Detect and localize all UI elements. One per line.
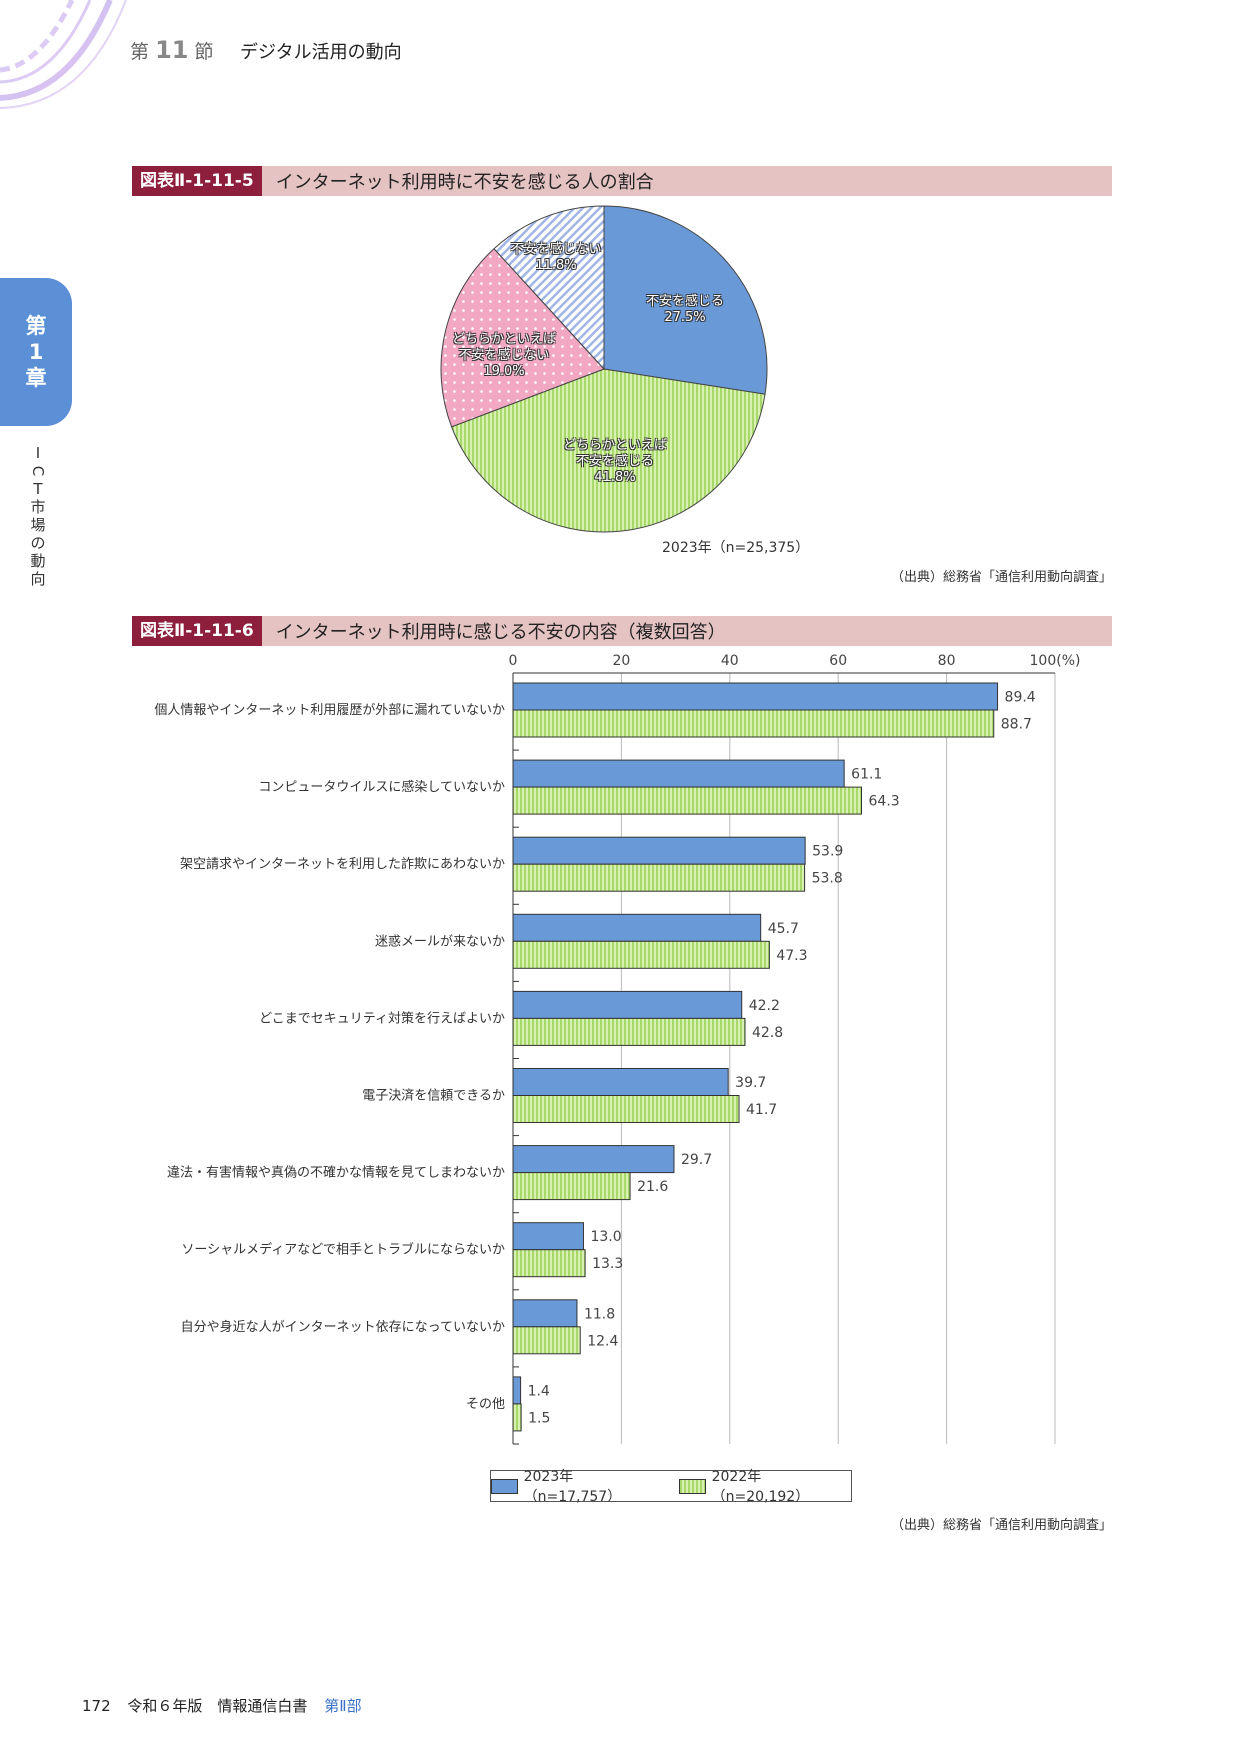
category-label: 個人情報やインターネット利用履歴が外部に漏れていないか <box>154 702 505 718</box>
value-label: 1.4 <box>528 1383 550 1399</box>
bar-2022 <box>512 863 806 892</box>
page-footer: 172 令和６年版 情報通信白書 第Ⅱ部 <box>82 1695 374 1716</box>
corner-decoration <box>0 0 127 109</box>
figure2-header: 図表Ⅱ-1-11-6 インターネット利用時に感じる不安の内容（複数回答） <box>132 616 1112 646</box>
category-label: 自分や身近な人がインターネット依存になっていないか <box>181 1319 505 1335</box>
pie-slice-somewhat-anxious <box>450 368 766 533</box>
pie-chart <box>440 205 768 533</box>
figure2-badge: 図表Ⅱ-1-11-6 <box>132 616 262 646</box>
x-tick-label: 20 <box>612 653 630 669</box>
category-label: その他 <box>466 1397 505 1412</box>
pie-slice-somewhat-not-anxious <box>440 247 605 428</box>
bar-2023 <box>512 990 743 1019</box>
pie-slice-not-anxious-label: 不安を感じない 11.8% <box>510 242 602 273</box>
bar-2023 <box>512 1376 522 1405</box>
category-label: 架空請求やインターネットを利用した詐欺にあわないか <box>180 856 505 872</box>
part-label: 第Ⅱ部 <box>324 1697 362 1715</box>
value-label: 21.6 <box>637 1179 668 1195</box>
value-label: 88.7 <box>1001 717 1032 733</box>
bar-2022 <box>512 1172 631 1201</box>
x-tick-label: 80 <box>938 653 956 669</box>
bar-2023 <box>512 682 999 711</box>
figure1-source: （出典）総務省「通信利用動向調査」 <box>890 570 1112 585</box>
figure1-header: 図表Ⅱ-1-11-5 インターネット利用時に不安を感じる人の割合 <box>132 166 1112 196</box>
chapter-tab: 第 1 章 <box>0 278 72 426</box>
value-label: 53.9 <box>812 844 843 860</box>
value-label: 13.3 <box>592 1256 623 1272</box>
figure2-title: インターネット利用時に感じる不安の内容（複数回答） <box>275 622 726 643</box>
category-label: コンピュータウイルスに感染していないか <box>258 779 505 795</box>
book-title: 令和６年版 情報通信白書 <box>127 1697 308 1715</box>
figure1-title: インターネット利用時に不安を感じる人の割合 <box>275 172 654 193</box>
legend-swatch-2023 <box>491 1478 518 1494</box>
value-label: 13.0 <box>590 1229 621 1245</box>
bar-2023 <box>512 913 762 942</box>
bar-2023 <box>512 1068 729 1096</box>
value-label: 45.7 <box>768 921 799 937</box>
value-label: 39.7 <box>735 1075 766 1091</box>
figure2-source: （出典）総務省「通信利用動向調査」 <box>890 1518 1112 1533</box>
legend-item-2022: 2022年（n=20,192） <box>679 1466 851 1506</box>
bar-2022 <box>512 940 770 969</box>
bar-2023 <box>512 836 806 865</box>
value-label: 61.1 <box>851 767 882 783</box>
value-label: 47.3 <box>776 948 807 964</box>
pie-slice-somewhat-not-anxious-label: どちらかといえば 不安を感じない 19.0% <box>451 332 556 379</box>
value-label: 89.4 <box>1005 690 1036 706</box>
bar-2022 <box>512 1249 586 1278</box>
bar-2022 <box>512 1403 522 1432</box>
bar-2023 <box>512 759 845 788</box>
legend-item-2023: 2023年（n=17,757） <box>491 1466 663 1506</box>
legend-label-2022: 2022年（n=20,192） <box>711 1469 810 1505</box>
pie-slice-anxious <box>603 205 768 395</box>
x-tick-label: 100(%) <box>1030 653 1081 669</box>
value-label: 12.4 <box>587 1333 618 1349</box>
value-label: 42.8 <box>752 1025 783 1041</box>
x-tick-label: 40 <box>721 653 739 669</box>
value-label: 64.3 <box>869 794 900 810</box>
bar-2022 <box>512 1095 740 1123</box>
value-label: 11.8 <box>584 1306 615 1322</box>
page-number: 172 <box>82 1697 111 1715</box>
chart-legend: 2023年（n=17,757） 2022年（n=20,192） <box>490 1469 852 1505</box>
section-title: デジタル活用の動向 <box>240 42 402 63</box>
value-label: 53.8 <box>812 871 843 887</box>
bar-2023 <box>512 1222 584 1251</box>
value-label: 29.7 <box>681 1152 712 1168</box>
value-label: 1.5 <box>528 1410 550 1426</box>
figure1-badge: 図表Ⅱ-1-11-5 <box>132 166 262 196</box>
pie-slice-not-anxious <box>493 205 605 371</box>
value-label: 41.7 <box>746 1102 777 1118</box>
category-label: 電子決済を信頼できるか <box>362 1088 505 1104</box>
legend-label-2023: 2023年（n=17,757） <box>523 1469 622 1505</box>
bar-2022 <box>512 1326 581 1355</box>
section-number: 第 11 節 <box>130 36 214 64</box>
category-label: 違法・有害情報や真偽の不確かな情報を見てしまわないか <box>167 1165 505 1181</box>
bar-chart: 0 20 40 60 80 100(%) 個人情報やインターネット利用履歴が外部に漏れていな… <box>154 653 1081 1445</box>
bar-2022 <box>512 1017 746 1046</box>
category-label: どこまでセキュリティ対策を行えばよいか <box>259 1010 505 1026</box>
bar-2022 <box>512 709 995 738</box>
pie-slice-somewhat-anxious-label: どちらかといえば 不安を感じる 41.8% <box>562 438 667 485</box>
pie-note: 2023年（n=25,375） <box>662 540 810 556</box>
chapter-title: I C T 市 場 の 動 向 <box>28 444 47 588</box>
bar-2023 <box>512 1299 578 1328</box>
value-label: 42.2 <box>749 998 780 1014</box>
legend-swatch-2022 <box>679 1478 706 1494</box>
x-tick-label: 60 <box>829 653 847 669</box>
bar-2022 <box>512 786 863 815</box>
category-label: ソーシャルメディアなどで相手とトラブルにならないか <box>181 1242 505 1258</box>
pie-slice-anxious-label: 不安を感じる 27.5% <box>645 294 724 325</box>
x-tick-label: 0 <box>509 653 518 669</box>
bar-2023 <box>512 1145 675 1174</box>
category-label: 迷惑メールが来ないか <box>375 933 505 949</box>
